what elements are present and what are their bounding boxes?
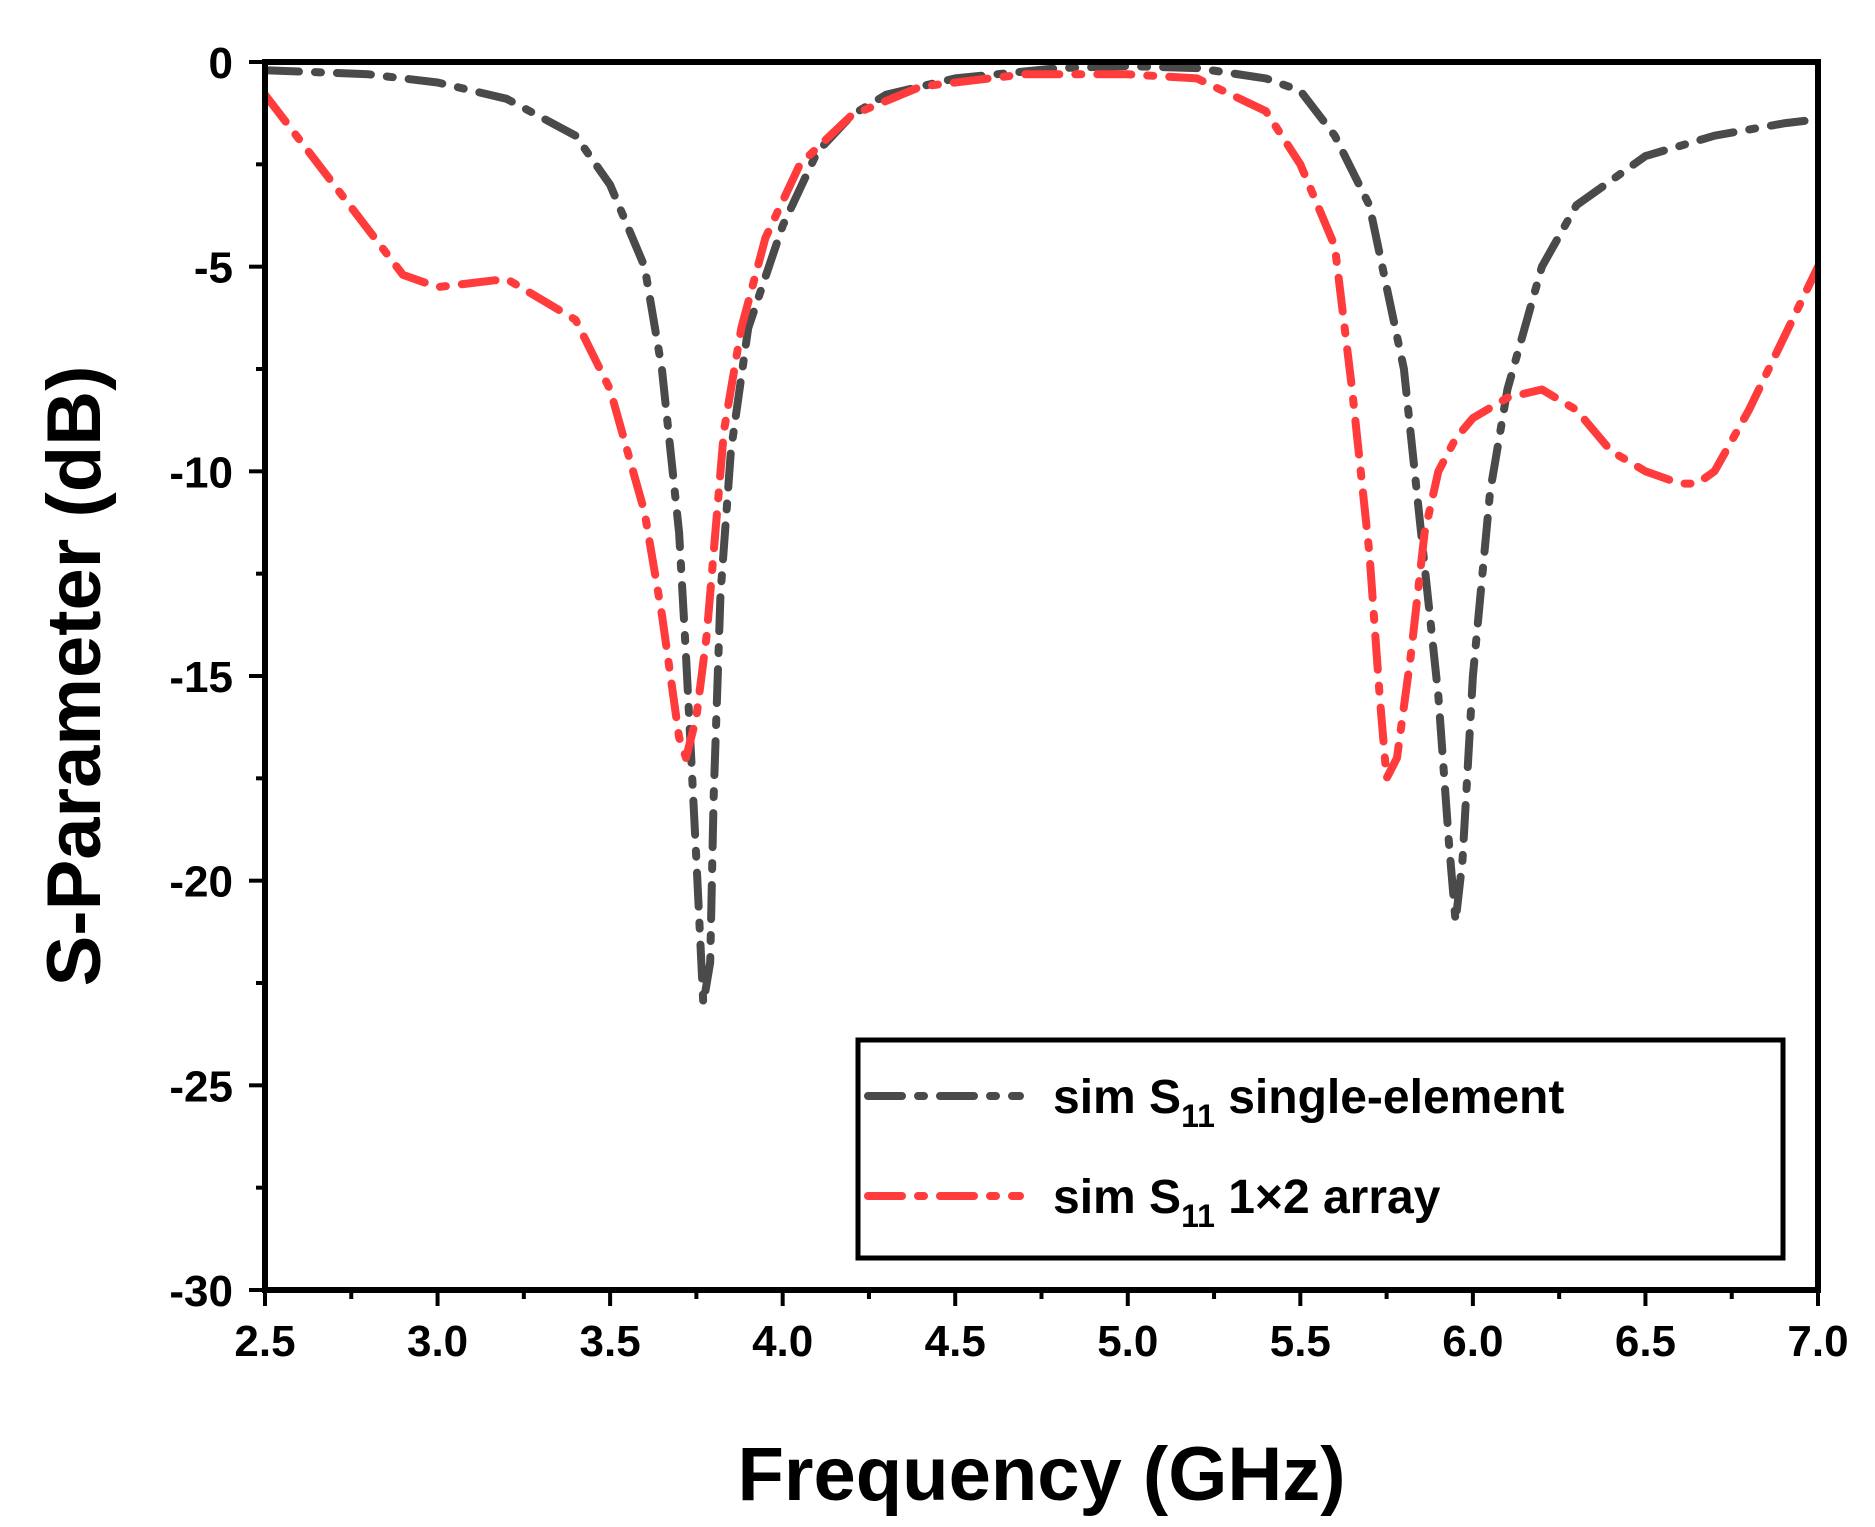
- legend-label-subscript: 11: [1181, 1198, 1215, 1234]
- x-tick-label: 7.0: [1787, 1317, 1848, 1366]
- x-tick-label: 3.0: [407, 1317, 468, 1366]
- legend-label-subscript: 11: [1181, 1098, 1215, 1134]
- y-axis-title: S-Parameter (dB): [32, 366, 117, 987]
- x-tick-label: 6.5: [1615, 1317, 1676, 1366]
- legend-label-tail: 1×2 array: [1215, 1171, 1441, 1224]
- legend-label-tail: single-element: [1215, 1071, 1564, 1124]
- legend-label-single-element: sim S11 single-element: [1053, 1071, 1564, 1134]
- legend-label-main: sim S: [1053, 1071, 1181, 1124]
- y-tick-label: -20: [169, 858, 233, 907]
- series-line-0: [265, 62, 1818, 1008]
- x-tick-label: 2.5: [234, 1317, 295, 1366]
- x-tick-label: 4.0: [752, 1317, 813, 1366]
- plot-frame: [262, 59, 1821, 1293]
- legend-label-main: sim S: [1053, 1171, 1181, 1224]
- legend-box: [855, 1037, 1786, 1261]
- legend-label-array: sim S11 1×2 array: [1053, 1171, 1441, 1234]
- series-line-1: [265, 70, 1818, 783]
- series-layer: [265, 62, 1818, 1008]
- y-tick-label: -5: [194, 244, 233, 293]
- y-tick-label: -25: [169, 1062, 233, 1111]
- x-axis-title: Frequency (GHz): [737, 1432, 1345, 1517]
- legend: sim S11 single-element sim S11 1×2 array: [855, 1037, 1786, 1261]
- x-tick-label: 5.0: [1097, 1317, 1158, 1366]
- y-tick-label: -30: [169, 1267, 233, 1316]
- y-tick-label: -15: [169, 653, 233, 702]
- x-tick-label: 3.5: [580, 1317, 641, 1366]
- y-tick-label: 0: [209, 39, 233, 88]
- tick-labels: 2.5 3.0 3.5 4.0 4.5 5.0 5.5 6.0 6.5 7.0 0 -5 -10 -15 -…: [169, 39, 1848, 1366]
- x-tick-label: 4.5: [925, 1317, 986, 1366]
- x-tick-label: 6.0: [1442, 1317, 1503, 1366]
- x-tick-label: 5.5: [1270, 1317, 1331, 1366]
- y-tick-label: -10: [169, 448, 233, 497]
